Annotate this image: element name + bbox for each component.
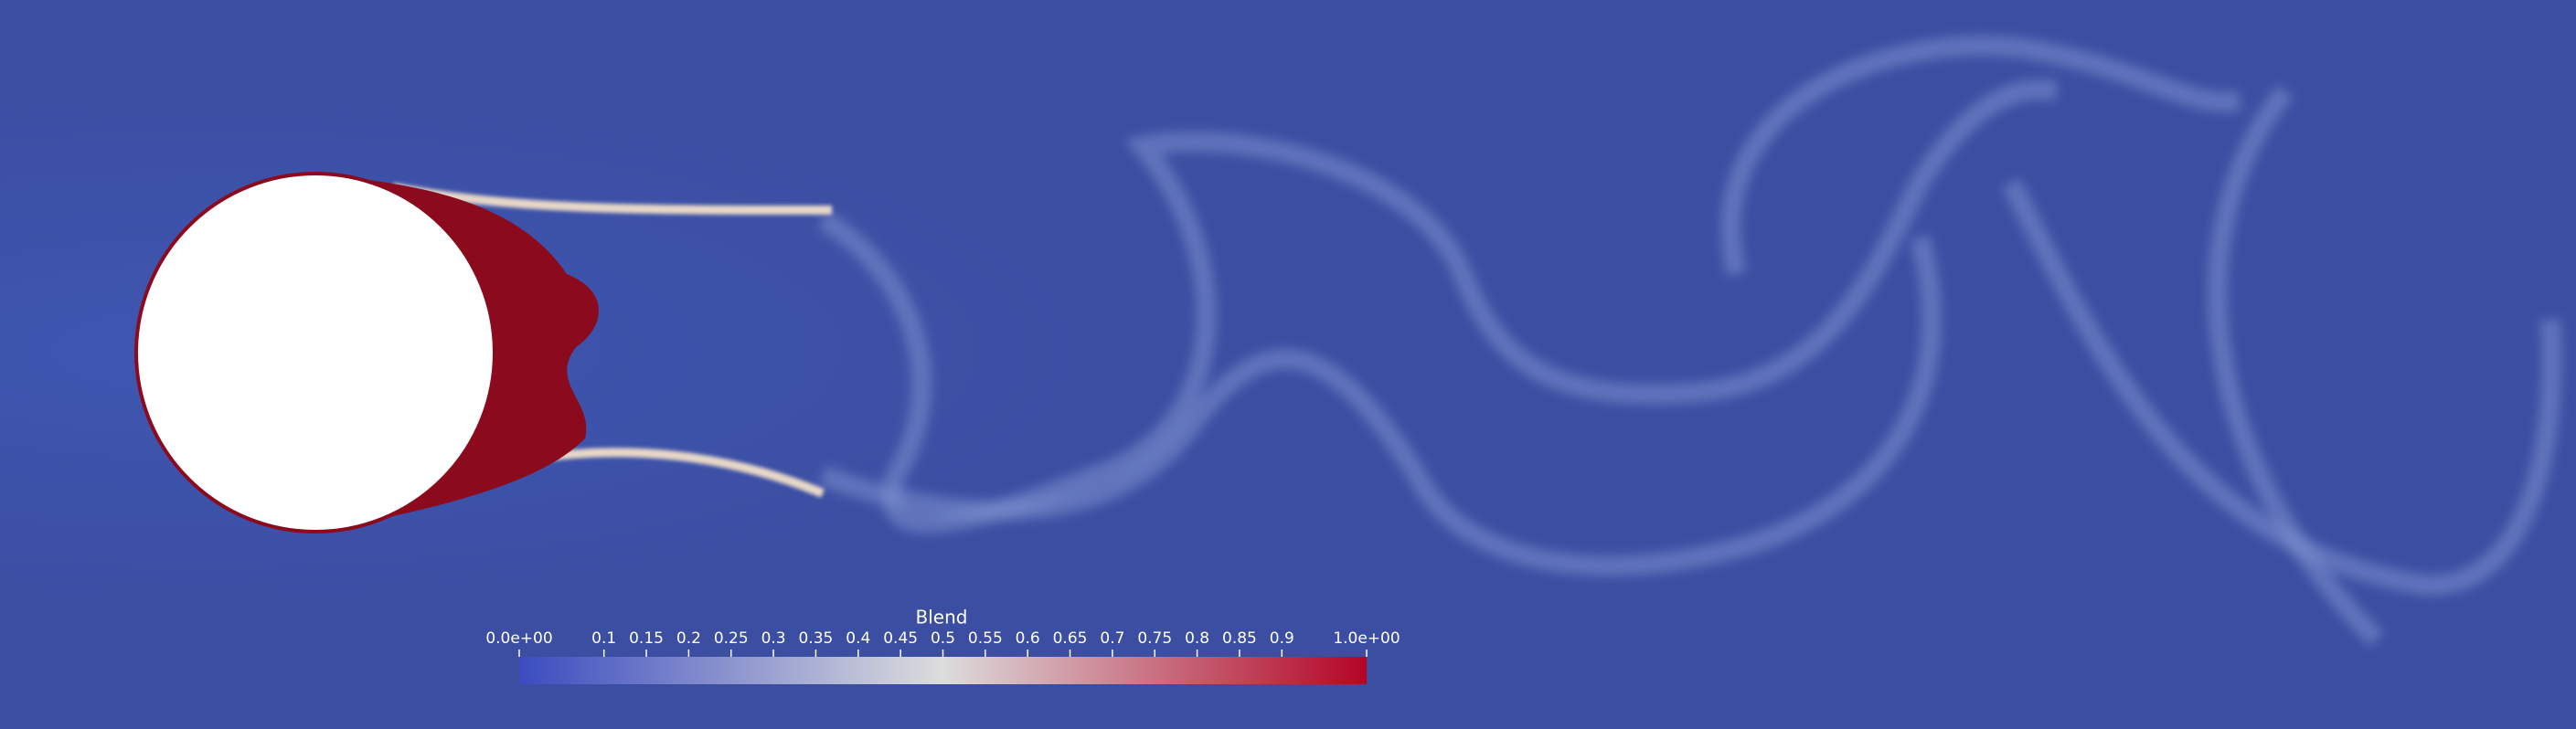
colorbar-tick-label: 0.8 (1185, 629, 1209, 648)
colorbar: Blend 0.0e+00 0.1 0.15 0.2 0.25 0.3 0.35 0.4 0.4… (485, 607, 1400, 684)
colorbar-tick-label: 0.2 (676, 629, 701, 648)
colorbar-tick-label: 0.85 (1222, 629, 1257, 648)
colorbar-tick-label: 0.55 (968, 629, 1003, 648)
colorbar-tick-label: 0.7 (1100, 629, 1124, 648)
colorbar-tick-label: 0.45 (883, 629, 918, 648)
colorbar-tick-label: 0.3 (761, 629, 786, 648)
colorbar-tick-label: 0.65 (1053, 629, 1088, 648)
colorbar-bar (519, 657, 1367, 684)
colorbar-tick-label: 0.6 (1016, 629, 1040, 648)
colorbar-tick-label: 1.0e+00 (1333, 629, 1400, 648)
colorbar-tick-label: 0.4 (846, 629, 870, 648)
colorbar-tick-label: 0.25 (714, 629, 749, 648)
colorbar-tick-label: 0.35 (799, 629, 834, 648)
colorbar-tick-label: 0.1 (591, 629, 616, 648)
cylinder (134, 172, 496, 534)
colorbar-tick-label: 0.75 (1137, 629, 1172, 648)
colorbar-tick-label: 0.15 (629, 629, 664, 648)
colorbar-tick-label: 0.9 (1270, 629, 1294, 648)
colorbar-tick-label: 0.5 (931, 629, 955, 648)
colorbar-title: Blend (916, 607, 968, 629)
colorbar-tick-label: 0.0e+00 (485, 629, 552, 648)
wake-structures (817, 36, 2562, 647)
